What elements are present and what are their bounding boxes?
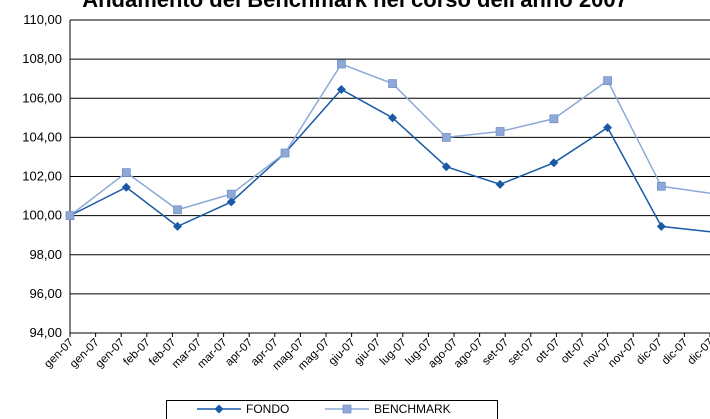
y-tick-label: 108,00 [22, 51, 62, 66]
x-tick-label: feb-07 [121, 337, 153, 369]
x-tick-label: set-07 [506, 337, 537, 368]
y-tick-label: 100,00 [22, 208, 62, 223]
x-tick-label: nov-07 [606, 337, 639, 370]
chart-legend: FONDO BENCHMARK [166, 400, 498, 419]
legend-swatch-fondo [197, 404, 241, 414]
data-point-fondo [549, 158, 559, 168]
x-tick-label: dic-07 [685, 337, 710, 368]
x-tick-label: apr-07 [223, 337, 255, 369]
line-chart: 94,00 96,00 98,00 100,00 102,00 104,00 106,00 1… [22, 12, 710, 373]
data-point-benchmark [226, 189, 236, 199]
x-tick-label: lug-07 [378, 337, 409, 368]
data-point-fondo [226, 197, 236, 207]
chart-title: Andamento del Benchmark nel corso dell'a… [0, 0, 710, 12]
data-point-benchmark [495, 127, 505, 136]
y-tick-label: 104,00 [22, 129, 62, 144]
data-point-benchmark [388, 79, 397, 88]
data-point-fondo [603, 123, 613, 133]
data-point-benchmark [549, 114, 559, 124]
legend-label-fondo: FONDO [246, 402, 290, 416]
y-tick-label: 106,00 [22, 90, 62, 105]
legend-item-fondo: FONDO [197, 402, 289, 416]
data-point-benchmark [65, 211, 75, 220]
y-tick-label: 98,00 [29, 247, 62, 262]
data-point-benchmark [280, 148, 290, 158]
data-point-benchmark [657, 181, 666, 191]
data-point-benchmark [173, 205, 182, 215]
data-point-benchmark [121, 168, 131, 177]
x-tick-label: ago-07 [452, 337, 486, 371]
x-tick-label: dic-07 [660, 337, 691, 368]
data-point-benchmark [603, 76, 612, 85]
data-point-fondo [656, 221, 666, 231]
legend-swatch-benchmark [325, 404, 369, 414]
x-tick-label: dic-07 [634, 337, 665, 368]
data-point-fondo [121, 182, 131, 192]
y-tick-label: 102,00 [22, 169, 62, 184]
data-point-benchmark [337, 59, 346, 69]
data-point-fondo [388, 113, 398, 123]
x-tick-label: giu-07 [352, 337, 383, 368]
data-point-fondo [495, 179, 505, 189]
data-point-fondo [441, 162, 451, 172]
data-point-benchmark [441, 133, 451, 142]
x-tick-label: gen-07 [94, 337, 128, 371]
y-tick-label: 96,00 [29, 286, 62, 301]
x-tick-label: ott-07 [533, 337, 562, 366]
x-tick-label: set-07 [480, 337, 511, 368]
y-tick-label: 110,00 [23, 12, 62, 27]
legend-item-benchmark: BENCHMARK [325, 402, 451, 416]
y-tick-label: 94,00 [29, 325, 62, 340]
series-line-fondo [69, 88, 710, 233]
legend-label-benchmark: BENCHMARK [374, 402, 451, 416]
data-point-fondo [336, 84, 346, 94]
data-point-fondo [173, 221, 183, 231]
x-tick-label: giu-07 [327, 337, 358, 368]
